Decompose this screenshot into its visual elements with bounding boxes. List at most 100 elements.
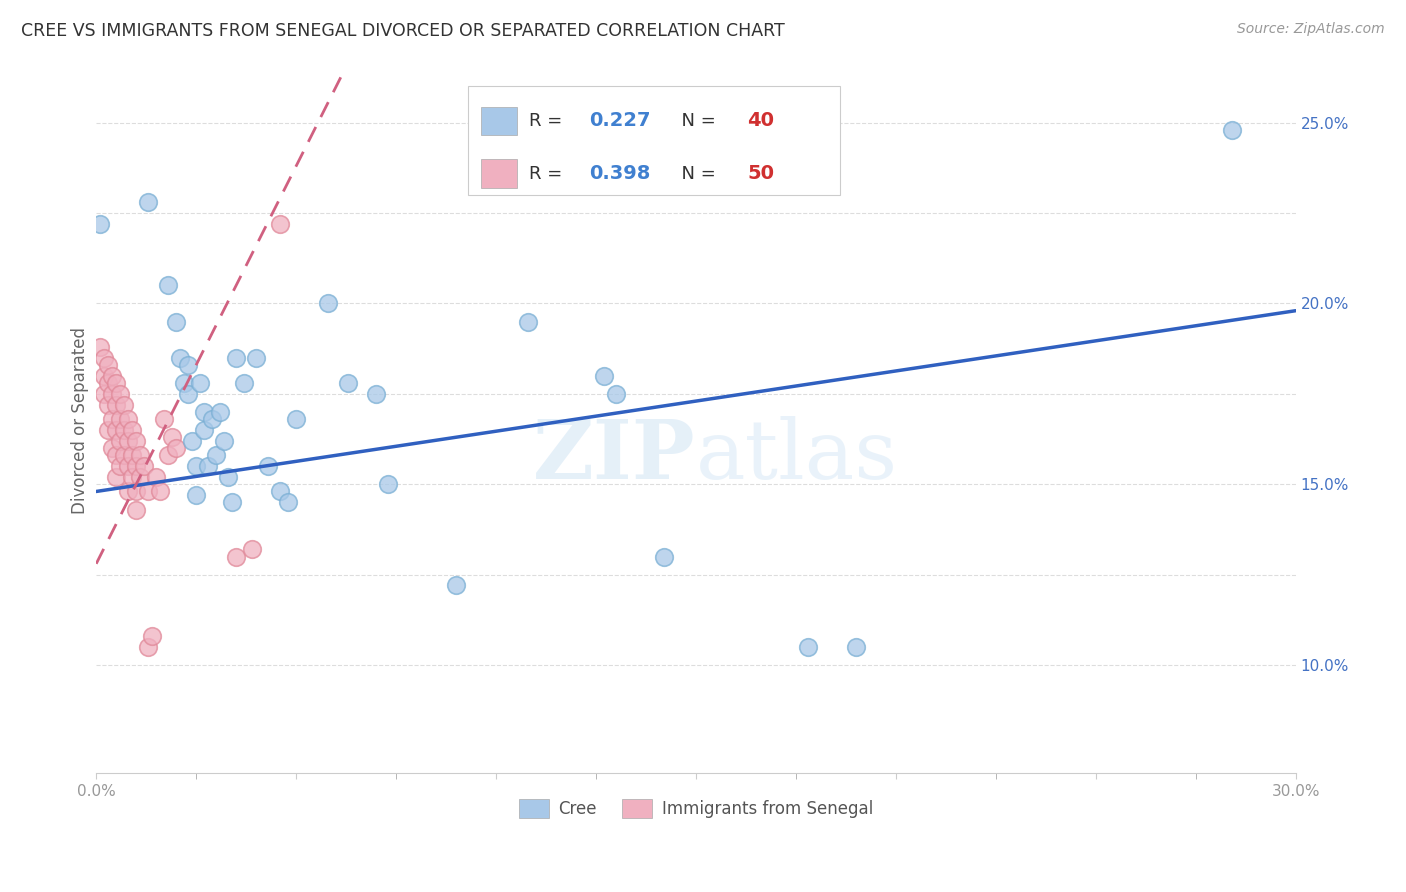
Point <box>108 434 131 448</box>
Point <box>125 459 148 474</box>
Point <box>593 368 616 383</box>
Point <box>105 470 128 484</box>
FancyBboxPatch shape <box>468 87 839 195</box>
Point <box>89 340 111 354</box>
Text: R =: R = <box>529 112 568 129</box>
Text: 0.227: 0.227 <box>589 112 651 130</box>
Text: atlas: atlas <box>696 417 898 496</box>
Point <box>101 412 124 426</box>
Point <box>209 405 232 419</box>
Point <box>364 387 387 401</box>
Point <box>105 448 128 462</box>
Point <box>129 470 152 484</box>
Point <box>93 387 115 401</box>
Point <box>845 640 868 654</box>
Point <box>121 423 143 437</box>
Point <box>201 412 224 426</box>
Point <box>134 459 156 474</box>
Point <box>186 488 208 502</box>
Point <box>205 448 228 462</box>
Point <box>121 470 143 484</box>
Point <box>221 495 243 509</box>
Point <box>112 448 135 462</box>
Point <box>177 358 200 372</box>
Point <box>1220 123 1243 137</box>
Text: 40: 40 <box>748 112 775 130</box>
Point <box>105 423 128 437</box>
Point <box>97 398 120 412</box>
Point <box>337 376 360 390</box>
Point <box>117 484 139 499</box>
Point <box>181 434 204 448</box>
Point <box>233 376 256 390</box>
Point <box>108 459 131 474</box>
Point <box>136 640 159 654</box>
Point <box>125 502 148 516</box>
Point <box>797 640 820 654</box>
Point <box>117 434 139 448</box>
Point <box>157 448 180 462</box>
Point <box>125 484 148 499</box>
Point <box>149 484 172 499</box>
Point <box>169 351 191 365</box>
Legend: Cree, Immigrants from Senegal: Cree, Immigrants from Senegal <box>512 792 880 825</box>
Point <box>129 448 152 462</box>
Point <box>193 405 215 419</box>
Point <box>285 412 308 426</box>
Point <box>225 549 247 564</box>
Point <box>257 459 280 474</box>
Point <box>193 423 215 437</box>
Point <box>105 398 128 412</box>
FancyBboxPatch shape <box>481 160 517 187</box>
Point <box>186 459 208 474</box>
Point <box>240 542 263 557</box>
Text: 0.398: 0.398 <box>589 164 651 183</box>
Point <box>245 351 267 365</box>
Point <box>93 351 115 365</box>
Point <box>212 434 235 448</box>
Point <box>153 412 176 426</box>
Point <box>97 423 120 437</box>
Point <box>652 549 675 564</box>
Point <box>93 368 115 383</box>
Point <box>108 412 131 426</box>
Point <box>101 387 124 401</box>
Point <box>269 484 291 499</box>
Point <box>160 430 183 444</box>
Point <box>136 484 159 499</box>
Point <box>188 376 211 390</box>
FancyBboxPatch shape <box>481 106 517 135</box>
Text: Source: ZipAtlas.com: Source: ZipAtlas.com <box>1237 22 1385 37</box>
Point <box>377 477 399 491</box>
Text: ZIP: ZIP <box>533 417 696 496</box>
Point <box>108 387 131 401</box>
Text: N =: N = <box>669 164 721 183</box>
Y-axis label: Divorced or Separated: Divorced or Separated <box>72 327 89 515</box>
Point <box>97 358 120 372</box>
Text: R =: R = <box>529 164 568 183</box>
Point <box>101 368 124 383</box>
Point <box>157 278 180 293</box>
Point <box>517 314 540 328</box>
Point <box>89 217 111 231</box>
Point <box>165 441 187 455</box>
Point <box>97 376 120 390</box>
Point <box>605 387 627 401</box>
Point <box>141 629 163 643</box>
Point <box>269 217 291 231</box>
Point <box>125 434 148 448</box>
Point <box>105 376 128 390</box>
Point <box>316 296 339 310</box>
Point <box>145 470 167 484</box>
Point <box>444 578 467 592</box>
Point <box>277 495 299 509</box>
Point <box>136 195 159 210</box>
Point <box>165 314 187 328</box>
Point <box>112 398 135 412</box>
Text: 50: 50 <box>748 164 775 183</box>
Point <box>173 376 195 390</box>
Point <box>121 448 143 462</box>
Point <box>117 412 139 426</box>
Point <box>225 351 247 365</box>
Point <box>217 470 239 484</box>
